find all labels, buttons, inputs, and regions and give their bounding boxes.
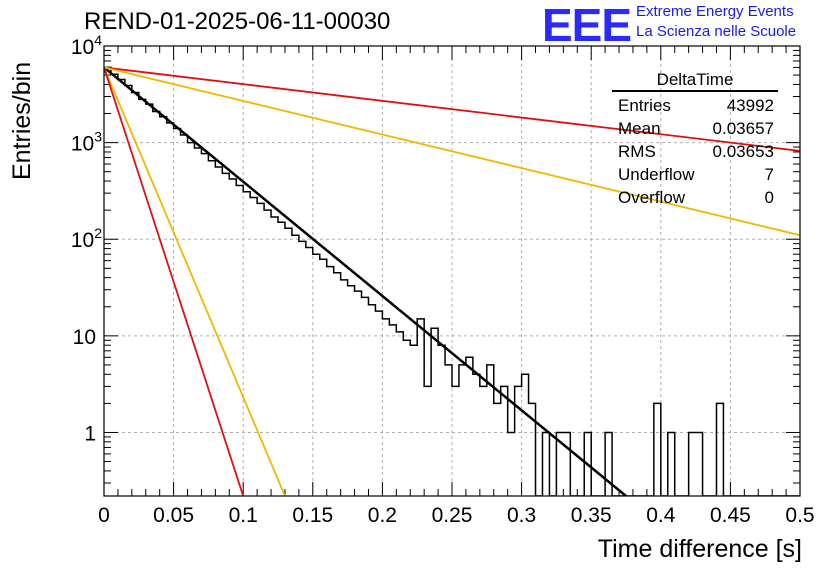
y-tick-label: 102 <box>71 225 102 252</box>
x-tick-label: 0.4 <box>646 504 676 527</box>
stats-row: Mean 0.03657 <box>612 117 778 140</box>
stats-box: DeltaTime Entries 43992 Mean 0.03657 RMS 0.… <box>612 70 778 209</box>
fit-curve-0 <box>104 66 627 496</box>
stats-value: 0.03657 <box>712 119 774 138</box>
stats-value: 0.03653 <box>712 142 774 161</box>
x-tick-label: 0.05 <box>153 504 194 527</box>
stats-row: Overflow 0 <box>612 186 778 209</box>
y-tick-label: 104 <box>71 32 102 59</box>
x-tick-label: 0.15 <box>292 504 333 527</box>
eee-logo: EEE Extreme Energy Events La Scienza nel… <box>542 0 832 51</box>
stats-row: RMS 0.03653 <box>612 140 778 163</box>
stats-header: DeltaTime <box>612 70 778 92</box>
logo-mark: EEE <box>542 0 632 51</box>
y-axis-label: Entries/bin <box>8 61 36 180</box>
x-tick-label: 0.3 <box>507 504 536 527</box>
stats-value: 7 <box>764 165 774 184</box>
stats-value: 0 <box>764 188 774 207</box>
x-tick-label: 0.2 <box>368 504 397 527</box>
run-title: REND-01-2025-06-11-00030 <box>84 8 391 35</box>
stats-label: Overflow <box>618 188 686 207</box>
fit-curve-2 <box>104 66 800 237</box>
logo-line-2: La Scienza nelle Scuole <box>636 23 797 40</box>
stats-row: Entries 43992 <box>612 94 778 117</box>
histogram-outline <box>104 66 800 496</box>
x-axis-label: Time difference [s] <box>597 535 802 563</box>
x-tick-label: 0.5 <box>785 504 814 527</box>
y-tick-label: 103 <box>71 129 102 156</box>
x-tick-label: 0.1 <box>229 504 258 527</box>
x-tick-label: 0.45 <box>710 504 751 527</box>
stats-label: Entries <box>618 96 671 115</box>
fit-curve-1 <box>104 66 800 152</box>
stats-row: Underflow 7 <box>612 163 778 186</box>
x-tick-label: 0.25 <box>432 504 473 527</box>
x-tick-label: 0 <box>98 504 110 527</box>
stats-label: Mean <box>618 119 661 138</box>
fit-curve-3 <box>104 67 286 496</box>
y-tick-label: 10 <box>73 326 96 349</box>
fit-curve-4 <box>104 67 245 496</box>
stats-label: Underflow <box>618 165 695 184</box>
logo-line-1: Extreme Energy Events <box>636 3 794 20</box>
x-tick-label: 0.35 <box>571 504 612 527</box>
plot-frame <box>103 45 801 497</box>
y-tick-label: 1 <box>84 422 96 445</box>
stats-label: RMS <box>618 142 656 161</box>
stats-value: 43992 <box>726 96 774 115</box>
